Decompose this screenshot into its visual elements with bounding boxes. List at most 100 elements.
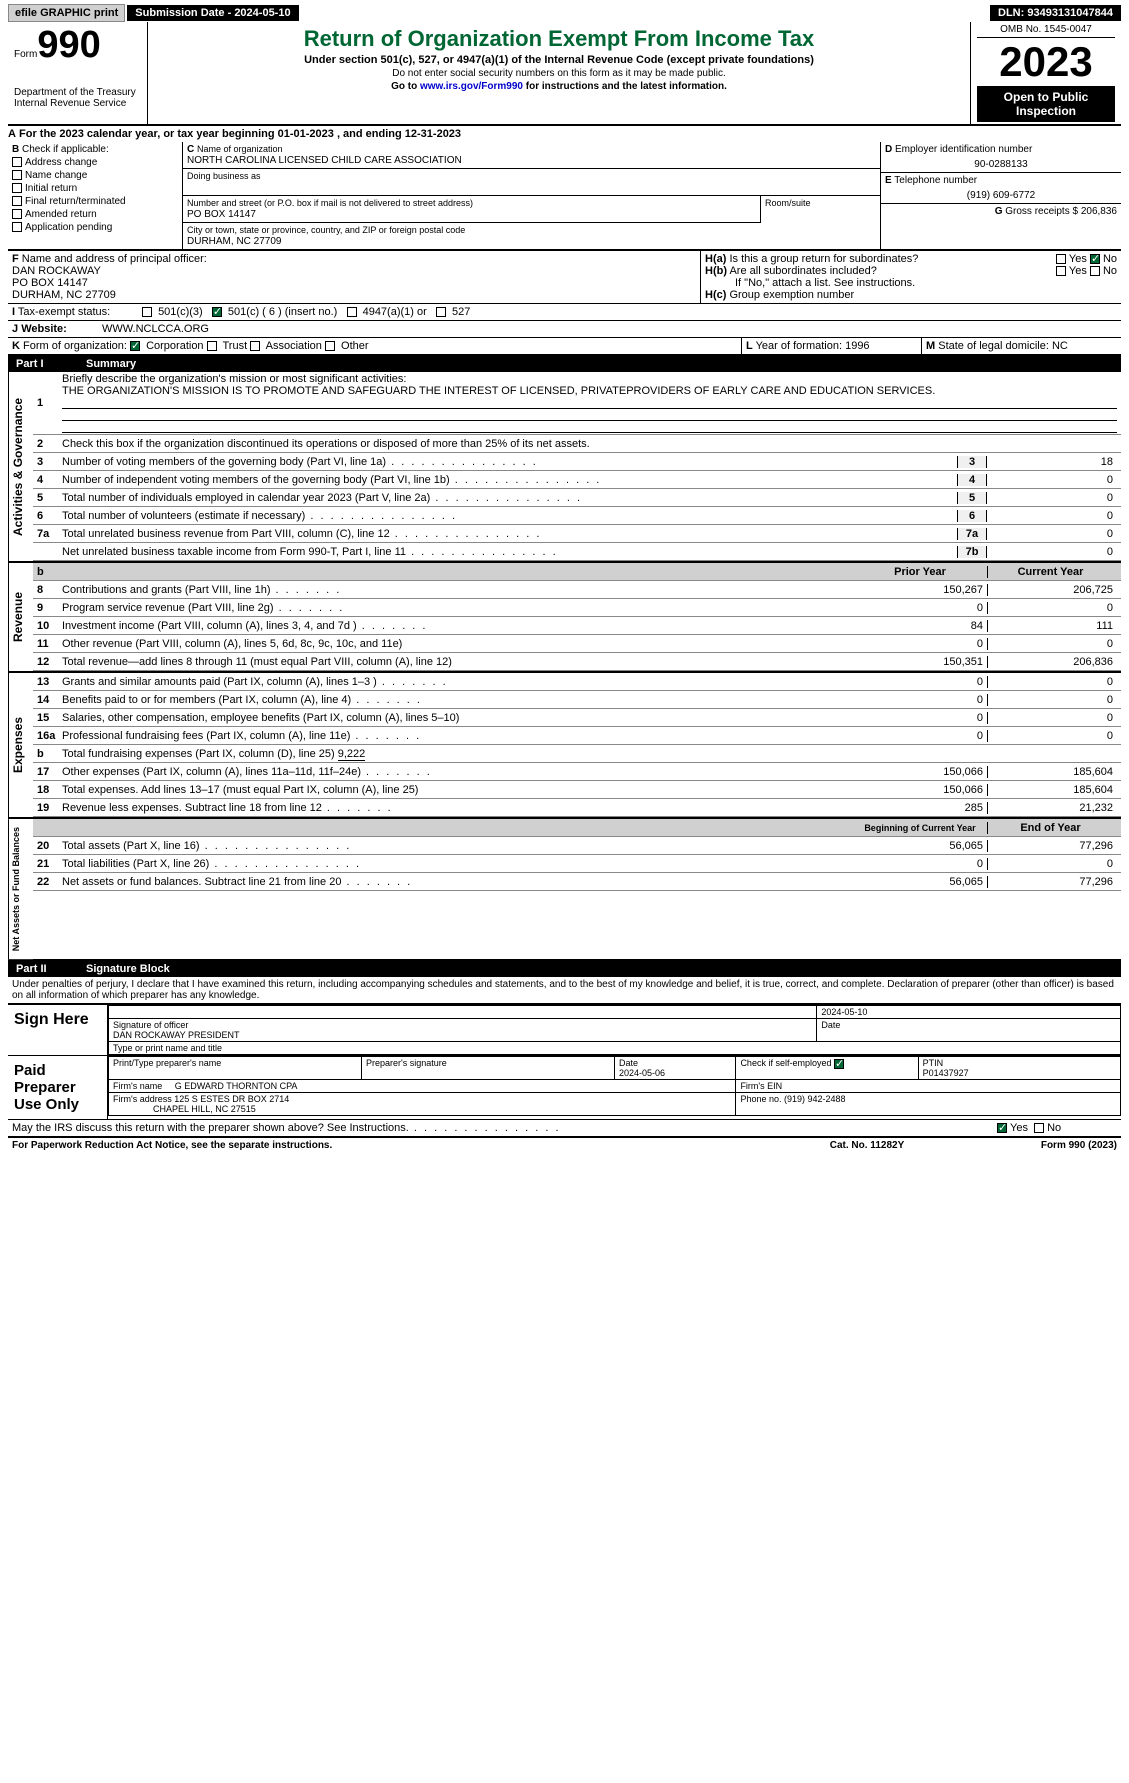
website-value: WWW.NCLCCA.ORG xyxy=(98,321,213,337)
sig-officer-label: Signature of officer xyxy=(113,1020,188,1030)
l6-text: Total number of volunteers (estimate if … xyxy=(62,510,957,522)
4947-checkbox[interactable] xyxy=(347,307,357,317)
hb-yes-checkbox[interactable] xyxy=(1056,266,1066,276)
amended-label: Amended return xyxy=(25,209,97,220)
l7b-value: 0 xyxy=(987,546,1117,558)
addr-label: Number and street (or P.O. box if mail i… xyxy=(187,198,473,208)
l20-current: 77,296 xyxy=(987,840,1117,852)
501c-checkbox[interactable] xyxy=(212,307,222,317)
l14-current: 0 xyxy=(987,694,1117,706)
side-label-exp: Expenses xyxy=(8,673,33,817)
initial-return-label: Initial return xyxy=(25,183,77,194)
l16a-prior: 0 xyxy=(857,730,987,742)
activities-governance-section: Activities & Governance 1Briefly describ… xyxy=(8,372,1121,563)
line-a-text: For the 2023 calendar year, or tax year … xyxy=(19,128,461,140)
l11-text: Other revenue (Part VIII, column (A), li… xyxy=(62,638,857,650)
name-change-checkbox[interactable] xyxy=(12,170,22,180)
irs-link[interactable]: www.irs.gov/Form990 xyxy=(420,81,523,92)
signature-block: Sign Here 2024-05-10 Signature of office… xyxy=(8,1003,1121,1120)
l19-prior: 285 xyxy=(857,802,987,814)
ein-label: Employer identification number xyxy=(895,144,1032,155)
part2-num: Part II xyxy=(16,963,86,975)
l21-prior: 0 xyxy=(857,858,987,870)
ha-label: Is this a group return for subordinates? xyxy=(729,253,918,265)
l14-prior: 0 xyxy=(857,694,987,706)
side-label-net: Net Assets or Fund Balances xyxy=(8,819,33,959)
discuss-yes-checkbox[interactable] xyxy=(997,1123,1007,1133)
hb-no-checkbox[interactable] xyxy=(1090,266,1100,276)
l3-value: 18 xyxy=(987,456,1117,468)
amended-checkbox[interactable] xyxy=(12,209,22,219)
gross-value: 206,836 xyxy=(1081,206,1117,217)
other-checkbox[interactable] xyxy=(325,341,335,351)
501c3-checkbox[interactable] xyxy=(142,307,152,317)
line-a: A For the 2023 calendar year, or tax yea… xyxy=(8,126,1121,142)
cat-no: Cat. No. 11282Y xyxy=(767,1140,967,1151)
l19-current: 21,232 xyxy=(987,802,1117,814)
efile-print-button[interactable]: efile GRAPHIC print xyxy=(8,4,125,22)
l12-text: Total revenue—add lines 8 through 11 (mu… xyxy=(62,656,857,668)
ha-no-checkbox[interactable] xyxy=(1090,254,1100,264)
form-ref: Form 990 (2023) xyxy=(967,1140,1117,1151)
self-employed-checkbox[interactable] xyxy=(834,1059,844,1069)
officer-label: Name and address of principal officer: xyxy=(22,253,207,265)
form-990-page: efile GRAPHIC print Submission Date - 20… xyxy=(0,0,1129,1157)
officer-sig-name: DAN ROCKAWAY PRESIDENT xyxy=(113,1030,240,1040)
ptin-label: PTIN xyxy=(923,1058,944,1068)
trust-checkbox[interactable] xyxy=(207,341,217,351)
527-checkbox[interactable] xyxy=(436,307,446,317)
org-name: NORTH CAROLINA LICENSED CHILD CARE ASSOC… xyxy=(187,155,462,166)
l10-text: Investment income (Part VIII, column (A)… xyxy=(62,620,857,632)
form-word: Form xyxy=(14,49,37,60)
l7a-value: 0 xyxy=(987,528,1117,540)
l22-current: 77,296 xyxy=(987,876,1117,888)
l5-text: Total number of individuals employed in … xyxy=(62,492,957,504)
side-label-rev: Revenue xyxy=(8,563,33,671)
l16a-current: 0 xyxy=(987,730,1117,742)
firm-name-label: Firm's name xyxy=(113,1081,162,1091)
part1-title: Summary xyxy=(86,358,136,370)
form-subtitle: Under section 501(c), 527, or 4947(a)(1)… xyxy=(154,54,964,66)
sign-date: 2024-05-10 xyxy=(817,1006,1121,1019)
submission-date: Submission Date - 2024-05-10 xyxy=(127,5,298,21)
final-return-checkbox[interactable] xyxy=(12,196,22,206)
l12-current: 206,836 xyxy=(987,656,1117,668)
name-change-label: Name change xyxy=(25,170,87,181)
perjury-declaration: Under penalties of perjury, I declare th… xyxy=(8,977,1121,1003)
l6-value: 0 xyxy=(987,510,1117,522)
org-name-label: Name of organization xyxy=(197,144,283,154)
officer-addr1: PO BOX 14147 xyxy=(12,277,88,289)
ha-yes-checkbox[interactable] xyxy=(1056,254,1066,264)
current-year-hdr: Current Year xyxy=(987,566,1117,578)
final-return-label: Final return/terminated xyxy=(25,196,126,207)
paid-preparer-label: Paid Preparer Use Only xyxy=(8,1056,108,1119)
l15-current: 0 xyxy=(987,712,1117,724)
l19-text: Revenue less expenses. Subtract line 18 … xyxy=(62,802,857,814)
part2-title: Signature Block xyxy=(86,963,170,975)
l7b-text: Net unrelated business taxable income fr… xyxy=(62,546,957,558)
discuss-no-checkbox[interactable] xyxy=(1034,1123,1044,1133)
app-pending-checkbox[interactable] xyxy=(12,222,22,232)
l17-text: Other expenses (Part IX, column (A), lin… xyxy=(62,766,857,778)
omb-number: OMB No. 1545-0047 xyxy=(977,24,1115,38)
firm-addr2: CHAPEL HILL, NC 27515 xyxy=(153,1104,256,1114)
address-change-checkbox[interactable] xyxy=(12,157,22,167)
discuss-row: May the IRS discuss this return with the… xyxy=(8,1120,1121,1138)
l9-prior: 0 xyxy=(857,602,987,614)
top-bar: efile GRAPHIC print Submission Date - 20… xyxy=(8,4,1121,22)
l13-prior: 0 xyxy=(857,676,987,688)
form-title: Return of Organization Exempt From Incom… xyxy=(154,26,964,52)
initial-return-checkbox[interactable] xyxy=(12,183,22,193)
l13-text: Grants and similar amounts paid (Part IX… xyxy=(62,676,857,688)
hc-label: Group exemption number xyxy=(729,289,854,301)
corp-checkbox[interactable] xyxy=(130,341,140,351)
l4-value: 0 xyxy=(987,474,1117,486)
row-j: J Website: WWW.NCLCCA.ORG xyxy=(8,321,1121,338)
org-address: PO BOX 14147 xyxy=(187,209,256,220)
assoc-checkbox[interactable] xyxy=(250,341,260,351)
phone-value: (919) 609-6772 xyxy=(885,190,1117,201)
l14-text: Benefits paid to or for members (Part IX… xyxy=(62,694,857,706)
l3-text: Number of voting members of the governin… xyxy=(62,456,957,468)
footer: For Paperwork Reduction Act Notice, see … xyxy=(8,1138,1121,1153)
gross-label: Gross receipts $ xyxy=(1005,206,1078,217)
